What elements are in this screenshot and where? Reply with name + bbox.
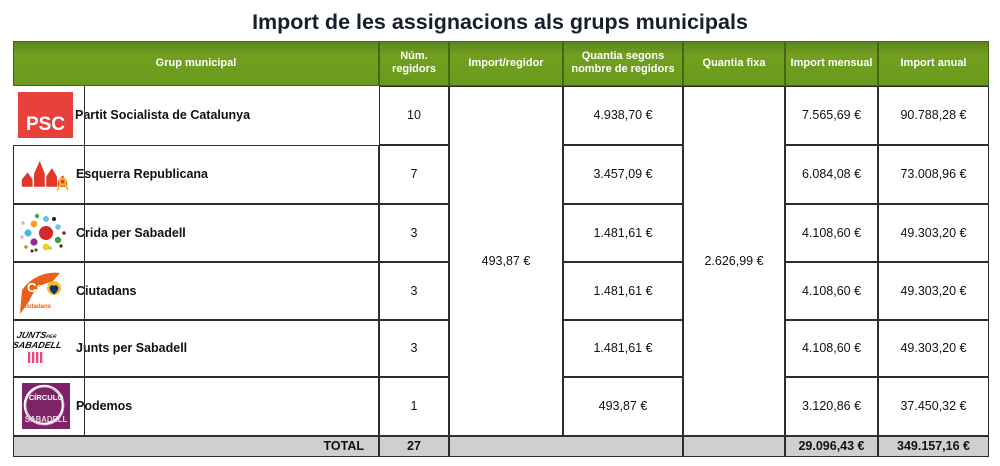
svg-text:CÍRCULO: CÍRCULO — [28, 393, 63, 402]
svg-text:SABADELL: SABADELL — [12, 341, 64, 351]
svg-text:PSC: PSC — [26, 114, 65, 135]
svg-text:Cs: Cs — [27, 280, 44, 295]
svg-text:SABADELL: SABADELL — [24, 415, 67, 424]
svg-text:JUNTSPER: JUNTSPER — [16, 331, 58, 341]
svg-text:Ciutadans: Ciutadans — [22, 304, 52, 310]
